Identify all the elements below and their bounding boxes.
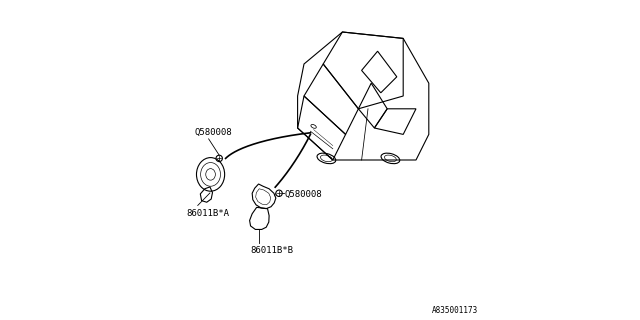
Text: Q580008: Q580008 [195, 128, 232, 137]
Text: A835001173: A835001173 [432, 306, 479, 315]
Text: Q580008: Q580008 [285, 190, 323, 199]
Text: 86011B*A: 86011B*A [186, 209, 229, 218]
Text: 86011B*B: 86011B*B [251, 246, 294, 255]
